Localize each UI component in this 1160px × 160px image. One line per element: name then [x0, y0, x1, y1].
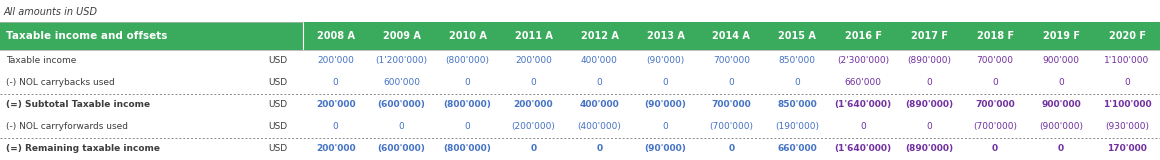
Text: 0: 0 [399, 122, 405, 131]
Text: 0: 0 [927, 122, 933, 131]
Text: 400'000: 400'000 [581, 56, 618, 65]
Text: 0: 0 [465, 122, 471, 131]
Text: 0: 0 [530, 78, 536, 87]
Text: 200'000: 200'000 [514, 100, 553, 109]
Text: 850'000: 850'000 [778, 56, 815, 65]
Text: 700'000: 700'000 [977, 56, 1014, 65]
Text: 0: 0 [333, 122, 339, 131]
Text: (890'000): (890'000) [905, 144, 954, 153]
Text: (800'000): (800'000) [443, 144, 492, 153]
Text: 400'000: 400'000 [580, 100, 619, 109]
Text: (=) Subtotal Taxable income: (=) Subtotal Taxable income [6, 100, 150, 109]
Text: (90'000): (90'000) [645, 144, 687, 153]
Text: 0: 0 [596, 78, 602, 87]
Text: (1'640'000): (1'640'000) [835, 144, 892, 153]
Text: 0: 0 [728, 144, 734, 153]
Text: 0: 0 [1058, 144, 1064, 153]
Text: 700'000: 700'000 [711, 100, 752, 109]
Text: 2016 F: 2016 F [844, 31, 882, 41]
Text: 200'000: 200'000 [316, 144, 356, 153]
Text: (900'000): (900'000) [1039, 122, 1083, 131]
Text: 700'000: 700'000 [713, 56, 749, 65]
Text: 2015 A: 2015 A [778, 31, 817, 41]
Text: (800'000): (800'000) [445, 56, 490, 65]
Text: (190'000): (190'000) [775, 122, 819, 131]
Text: 2011 A: 2011 A [515, 31, 552, 41]
Text: 0: 0 [992, 78, 998, 87]
Text: 2012 A: 2012 A [580, 31, 618, 41]
Text: (700'000): (700'000) [973, 122, 1017, 131]
Text: 0: 0 [596, 144, 602, 153]
Text: (400'000): (400'000) [578, 122, 622, 131]
Text: 0: 0 [333, 78, 339, 87]
Text: 0: 0 [1058, 78, 1064, 87]
Text: 2008 A: 2008 A [317, 31, 355, 41]
Text: 700'000: 700'000 [976, 100, 1015, 109]
Text: (90'000): (90'000) [646, 56, 684, 65]
Text: 0: 0 [861, 122, 867, 131]
Text: USD: USD [268, 144, 288, 153]
Text: 2019 F: 2019 F [1043, 31, 1080, 41]
Text: (1'200'000): (1'200'000) [376, 56, 428, 65]
Text: 2010 A: 2010 A [449, 31, 486, 41]
Text: 1'100'000: 1'100'000 [1104, 56, 1150, 65]
Text: All amounts in USD: All amounts in USD [3, 7, 97, 17]
Text: 200'000: 200'000 [515, 56, 552, 65]
Text: 1'100'000: 1'100'000 [1103, 100, 1152, 109]
Text: (200'000): (200'000) [512, 122, 556, 131]
Text: 0: 0 [662, 78, 668, 87]
Text: 170'000: 170'000 [1107, 144, 1147, 153]
Text: 0: 0 [927, 78, 933, 87]
Text: (700'000): (700'000) [710, 122, 753, 131]
Text: 0: 0 [662, 122, 668, 131]
Text: 0: 0 [1124, 78, 1130, 87]
Text: USD: USD [268, 78, 288, 87]
Text: 0: 0 [728, 78, 734, 87]
Text: 600'000: 600'000 [383, 78, 420, 87]
Bar [0, 22, 1160, 50]
Text: (890'000): (890'000) [905, 100, 954, 109]
Text: Taxable income: Taxable income [6, 56, 77, 65]
Text: (1'640'000): (1'640'000) [835, 100, 892, 109]
Text: 2017 F: 2017 F [911, 31, 948, 41]
Text: (890'000): (890'000) [907, 56, 951, 65]
Text: 0: 0 [795, 78, 800, 87]
Text: 2020 F: 2020 F [1109, 31, 1146, 41]
Text: Taxable income and offsets: Taxable income and offsets [6, 31, 167, 41]
Text: 900'000: 900'000 [1042, 100, 1081, 109]
Text: 200'000: 200'000 [318, 56, 354, 65]
Text: (-) NOL carryforwards used: (-) NOL carryforwards used [6, 122, 128, 131]
Text: 660'000: 660'000 [777, 144, 817, 153]
Text: USD: USD [268, 56, 288, 65]
Text: 2009 A: 2009 A [383, 31, 421, 41]
Text: USD: USD [268, 100, 288, 109]
Text: 200'000: 200'000 [316, 100, 356, 109]
Text: 0: 0 [465, 78, 471, 87]
Text: 900'000: 900'000 [1043, 56, 1080, 65]
Text: 0: 0 [992, 144, 999, 153]
Text: 2014 A: 2014 A [712, 31, 751, 41]
Text: (90'000): (90'000) [645, 100, 687, 109]
Text: 660'000: 660'000 [844, 78, 882, 87]
Text: (930'000): (930'000) [1105, 122, 1150, 131]
Text: USD: USD [268, 122, 288, 131]
Text: 2013 A: 2013 A [646, 31, 684, 41]
Text: (-) NOL carrybacks used: (-) NOL carrybacks used [6, 78, 115, 87]
Text: (600'000): (600'000) [378, 144, 426, 153]
Text: 850'000: 850'000 [777, 100, 817, 109]
Text: 0: 0 [530, 144, 537, 153]
Text: (800'000): (800'000) [443, 100, 492, 109]
Text: (2'300'000): (2'300'000) [838, 56, 890, 65]
Text: 2018 F: 2018 F [977, 31, 1014, 41]
Text: (=) Remaining taxable income: (=) Remaining taxable income [6, 144, 160, 153]
Text: (600'000): (600'000) [378, 100, 426, 109]
